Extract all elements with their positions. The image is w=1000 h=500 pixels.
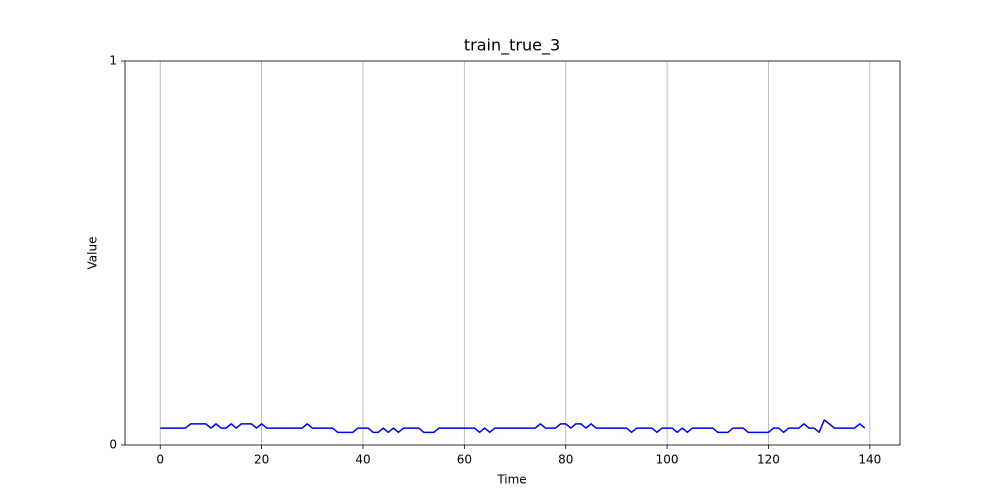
data-line xyxy=(160,419,866,434)
chart-title: train_true_3 xyxy=(464,36,560,56)
x-tick-label: 60 xyxy=(457,453,472,467)
plot-frame xyxy=(124,60,901,446)
x-tick-label: 20 xyxy=(254,453,269,467)
y-tick-label: 0 xyxy=(109,438,117,452)
y-axis-label: Value xyxy=(86,237,100,270)
y-tick-label: 1 xyxy=(109,54,117,68)
x-tick-label: 40 xyxy=(355,453,370,467)
x-tick-label: 120 xyxy=(757,453,780,467)
x-tick-label: 80 xyxy=(558,453,573,467)
x-tick-label: 140 xyxy=(858,453,881,467)
x-tick-label: 0 xyxy=(156,453,164,467)
x-tick-label: 100 xyxy=(656,453,679,467)
x-axis-label: Time xyxy=(496,473,526,487)
